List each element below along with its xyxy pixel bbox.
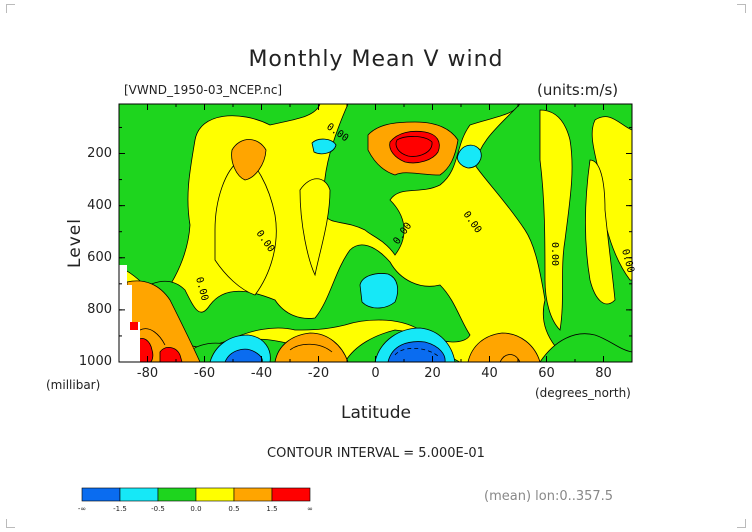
- field-orange: [231, 139, 267, 181]
- y-tick-label: 400: [87, 197, 112, 213]
- field-orange: [467, 332, 541, 362]
- field-blue: [387, 341, 446, 362]
- x-tick-label: -20: [307, 366, 330, 381]
- field-blue: [224, 348, 263, 362]
- colorbar-label: ∞: [307, 505, 313, 513]
- colorbar-swatch: [119, 487, 159, 502]
- x-tick-label: 0: [371, 366, 380, 381]
- missing-data-patch: [119, 265, 140, 362]
- x-tick-label: 40: [481, 366, 498, 381]
- x-tick-label: 60: [538, 366, 555, 381]
- x-tick-label: 80: [595, 366, 612, 381]
- contour-line: [395, 136, 433, 157]
- units-label: (units:m/s): [537, 81, 619, 99]
- y-tick-label: 800: [87, 301, 112, 317]
- field-red: [159, 347, 183, 362]
- colorbar-label: 0.0: [190, 505, 202, 513]
- colorbar-swatch: [81, 487, 121, 502]
- colorbar-label: -∞: [77, 505, 87, 513]
- x-tick-label: -60: [193, 366, 216, 381]
- colorbar-label: 0.5: [228, 505, 240, 513]
- axis-ticks: [118, 104, 633, 363]
- field-cyan: [457, 144, 482, 169]
- chart-title: Monthly Mean V wind: [248, 47, 504, 72]
- y-unit-label: (millibar): [46, 378, 101, 392]
- x-tick-label: 20: [424, 366, 441, 381]
- colorbar-swatch: [195, 487, 235, 502]
- field-orange: [274, 332, 349, 362]
- colorbar-label: -0.5: [151, 505, 165, 513]
- field-yellow: [539, 109, 573, 331]
- mean-label: (mean) lon:0..357.5: [484, 489, 614, 504]
- contour-line: [394, 347, 439, 357]
- x-tick-label: -80: [136, 366, 159, 381]
- field-green: [539, 333, 632, 362]
- contour-interval-label: CONTOUR INTERVAL = 5.000E-01: [267, 446, 485, 461]
- colorbar-label: -1.5: [113, 505, 127, 513]
- field-yellow: [585, 159, 616, 305]
- contour-line: [499, 354, 521, 362]
- x-axis-label: Latitude: [341, 403, 411, 423]
- contour-label: 0.00: [549, 242, 560, 266]
- corner-mark: [6, 4, 15, 13]
- field-red: [130, 322, 138, 330]
- field-yellow: [299, 178, 331, 277]
- y-tick-label: 200: [87, 145, 112, 161]
- contour-line: [139, 328, 166, 346]
- corner-mark: [6, 519, 15, 528]
- x-tick-label: -40: [250, 366, 273, 381]
- field-yellow: [214, 159, 277, 296]
- file-label: [VWND_1950-03_NCEP.nc]: [124, 83, 283, 97]
- field-cyan: [359, 273, 399, 309]
- y-tick-label: 1000: [78, 354, 112, 369]
- colorbar-swatch: [271, 487, 311, 502]
- x-unit-label: (degrees_north): [535, 386, 631, 400]
- corner-mark: [737, 519, 746, 528]
- colorbar-swatch: [233, 487, 273, 502]
- y-tick-label: 600: [87, 249, 112, 265]
- contour-line: [289, 343, 333, 353]
- colorbar-swatch: [157, 487, 197, 502]
- colorbar-label: 1.5: [266, 505, 278, 513]
- corner-mark: [737, 4, 746, 13]
- field-cyan: [311, 138, 337, 155]
- field-red: [389, 130, 440, 164]
